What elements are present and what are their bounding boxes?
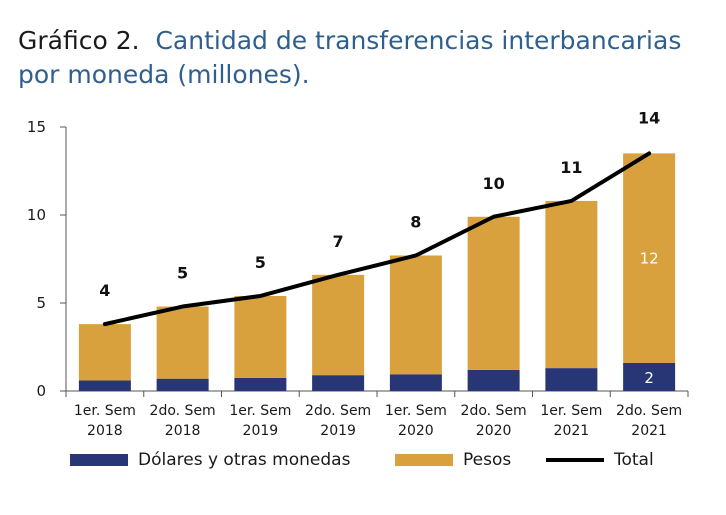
x-category-label-line1: 2do. Sem (461, 403, 527, 419)
total-line-group (102, 151, 652, 327)
legend-label-total: Total (614, 450, 654, 470)
bar-pesos (78, 324, 131, 381)
legend-swatch-pesos (395, 454, 453, 466)
pesos-data-label: 12 (640, 249, 659, 267)
x-category-label-line1: 1er. Sem (540, 403, 602, 419)
bar-pesos (312, 274, 365, 376)
bar-dolares (234, 377, 287, 391)
x-category-label-line1: 1er. Sem (74, 403, 136, 419)
legend: Dólares y otras monedas Pesos Total (70, 448, 690, 472)
legend-swatch-total (546, 458, 604, 462)
total-line (102, 151, 652, 327)
bar-pesos (467, 216, 520, 370)
chart-title: Gráfico 2. Cantidad de transferencias in… (18, 24, 718, 92)
bar-dolares (78, 380, 131, 391)
legend-item-dolares: Dólares y otras monedas (70, 448, 350, 472)
x-category-label-line1: 2do. Sem (150, 403, 216, 419)
legend-label-pesos: Pesos (463, 450, 512, 470)
bar-pesos (156, 306, 209, 379)
legend-item-total: Total (546, 448, 654, 472)
total-data-label: 14 (638, 108, 660, 127)
x-category-label-line2: 2020 (398, 423, 434, 439)
x-category-label-line2: 2019 (243, 423, 279, 439)
legend-label-dolares: Dólares y otras monedas (138, 450, 351, 470)
y-tick-label: 10 (27, 206, 46, 224)
x-category-label-line2: 2019 (320, 423, 356, 439)
total-data-label: 5 (255, 253, 266, 272)
x-category-label-line2: 2018 (87, 423, 123, 439)
bar-dolares (156, 378, 209, 391)
x-category-label-line1: 2do. Sem (305, 403, 371, 419)
total-data-label: 10 (482, 174, 504, 193)
x-category-label-line1: 2do. Sem (616, 403, 682, 419)
bar-dolares (312, 375, 365, 391)
x-category-label-line1: 1er. Sem (229, 403, 291, 419)
x-category-label-line2: 2021 (554, 423, 590, 439)
bar-pesos (389, 255, 442, 375)
bar-dolares (545, 368, 598, 391)
bar-dolares (467, 369, 520, 391)
chart-title-main: Cantidad de transferencias interbancaria… (18, 26, 682, 89)
total-data-label: 7 (333, 232, 344, 251)
bar-pesos (623, 153, 676, 363)
y-tick-label: 5 (36, 294, 46, 312)
x-category-label-line2: 2021 (631, 423, 667, 439)
bar-pesos (545, 200, 598, 369)
y-tick-label: 15 (27, 118, 46, 136)
chart-title-prefix: Gráfico 2. (18, 26, 140, 55)
bar-dolares (623, 362, 676, 391)
legend-item-pesos: Pesos (395, 448, 511, 472)
total-data-label: 11 (560, 158, 582, 177)
bar-pesos (234, 295, 287, 378)
total-data-label: 8 (410, 212, 421, 231)
x-category-label-line2: 2018 (165, 423, 201, 439)
x-category-label-line1: 1er. Sem (385, 403, 447, 419)
total-data-label: 5 (177, 264, 188, 283)
x-category-label-line2: 2020 (476, 423, 512, 439)
dolares-data-label: 2 (644, 369, 654, 387)
total-data-label: 4 (99, 281, 110, 300)
legend-swatch-dolares (70, 454, 128, 466)
chart-bars (78, 153, 676, 391)
y-tick-label: 0 (36, 382, 46, 400)
chart-labels: 4 5 5 7 8 10 11 14 12 2 1er. Sem 2018 2do. Sem 2018 1e… (74, 108, 682, 439)
bar-dolares (389, 374, 442, 391)
